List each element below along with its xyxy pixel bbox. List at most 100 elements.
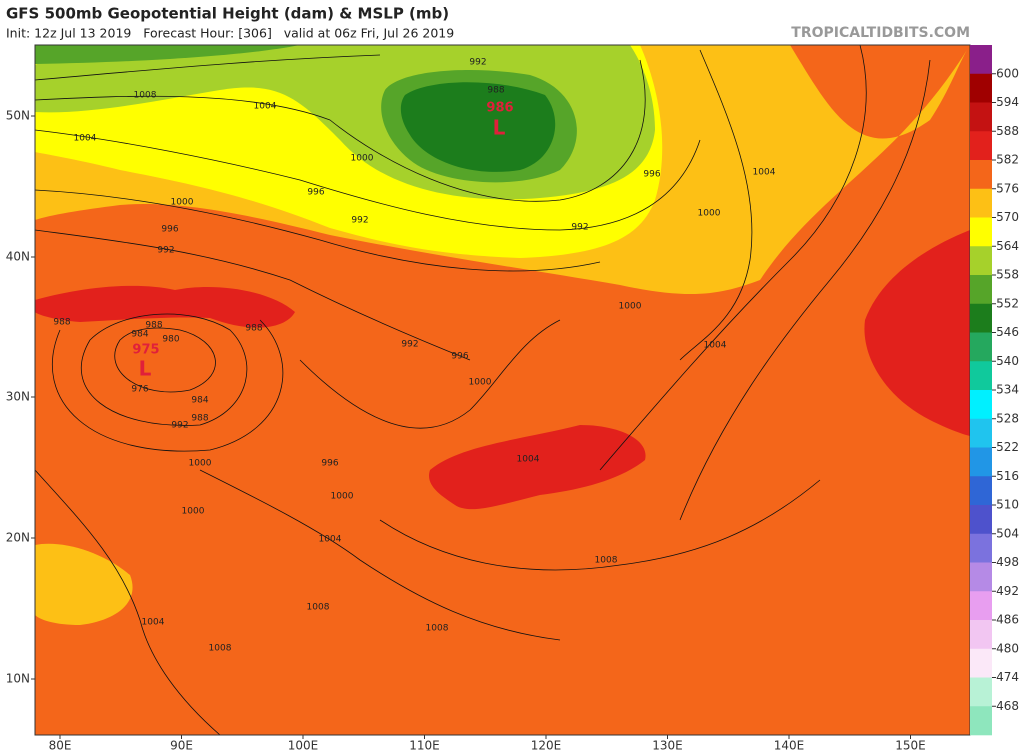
colorbar-label: 564	[996, 239, 1019, 253]
contour-label: 1000	[189, 459, 212, 469]
contour-label: 1000	[619, 302, 642, 312]
height-fill	[35, 45, 300, 64]
colorbar-swatch	[970, 102, 992, 132]
colorbar-label: 468	[996, 699, 1019, 713]
lon-label: 150E	[895, 739, 926, 753]
colorbar-swatch	[970, 505, 992, 535]
colorbar-label: 558	[996, 268, 1019, 282]
contour-label: 1004	[517, 455, 540, 465]
lon-label: 100E	[288, 739, 319, 753]
colorbar-swatch	[970, 562, 992, 592]
contour-label: 1000	[331, 492, 354, 502]
colorbar-label: 486	[996, 613, 1019, 627]
contour-label: 992	[401, 340, 418, 350]
low-value: 975	[132, 343, 159, 358]
contour-label: 988	[53, 318, 70, 328]
site-credit: TROPICALTIDBITS.COM	[791, 25, 970, 41]
colorbar-label: 504	[996, 526, 1019, 540]
contour-label: 1000	[469, 378, 492, 388]
contour-label: 1008	[307, 603, 330, 613]
colorbar-label: 510	[996, 498, 1019, 512]
contour-label: 996	[321, 459, 338, 469]
colorbar-swatch	[970, 73, 992, 103]
contour-label: 996	[161, 225, 178, 235]
lon-label: 110E	[409, 739, 440, 753]
contour-label: 1008	[209, 644, 232, 654]
lon-label: 90E	[170, 739, 193, 753]
contour-label: 988	[145, 321, 162, 331]
colorbar-label: 522	[996, 440, 1019, 454]
colorbar-swatch	[970, 332, 992, 362]
colorbar-swatch	[970, 447, 992, 477]
contour-label: 1008	[134, 91, 157, 101]
colorbar-label: 534	[996, 383, 1019, 397]
contour-label: 1000	[182, 507, 205, 517]
colorbar-swatch	[970, 677, 992, 707]
contour-label: 1008	[595, 556, 618, 566]
colorbar-label: 552	[996, 296, 1019, 310]
colorbar-swatch	[970, 533, 992, 563]
title: GFS 500mb Geopotential Height (dam) & MS…	[6, 5, 449, 23]
subtitle: Init: 12z Jul 13 2019 Forecast Hour: [30…	[6, 26, 454, 41]
contour-label: 1008	[426, 624, 449, 634]
lon-label: 140E	[774, 739, 805, 753]
colorbar-label: 582	[996, 153, 1019, 167]
colorbar-label: 540	[996, 354, 1019, 368]
contours	[35, 45, 931, 735]
contour-label: 988	[191, 414, 208, 424]
contour-label: 1004	[704, 341, 727, 351]
height-fill	[35, 543, 133, 625]
colorbar-swatch	[970, 476, 992, 506]
contour-label: 1004	[753, 168, 776, 178]
colorbar-label: 570	[996, 210, 1019, 224]
contour-label: 988	[245, 324, 262, 334]
colorbar-swatch	[970, 648, 992, 678]
low-value: 986	[486, 101, 513, 116]
colorbar-swatch	[970, 160, 992, 190]
contour-label: 992	[171, 421, 188, 431]
height-fill	[400, 82, 556, 172]
lon-label: 120E	[531, 739, 562, 753]
colorbar-swatch	[970, 217, 992, 247]
contour-label: 996	[451, 352, 468, 362]
colorbar-label: 492	[996, 584, 1019, 598]
lat-label: 50N	[6, 109, 30, 123]
contour-label: 996	[307, 188, 324, 198]
contour-label: 1004	[74, 134, 97, 144]
colorbar-label: 516	[996, 469, 1019, 483]
contour-label: 992	[351, 216, 368, 226]
colorbar-swatch	[970, 303, 992, 333]
contour-label: 984	[191, 396, 208, 406]
colorbar-label: 474	[996, 670, 1019, 684]
contour-label: 980	[162, 335, 179, 345]
colorbar-swatch	[970, 275, 992, 305]
contour-label: 992	[157, 246, 174, 256]
colorbar-swatch	[970, 591, 992, 621]
contour-label: 1004	[319, 535, 342, 545]
colorbar-label: 588	[996, 124, 1019, 138]
lat-label: 30N	[6, 390, 30, 404]
contour-label: 1004	[142, 618, 165, 628]
contour-label: 988	[487, 86, 504, 96]
contour-label: 1000	[351, 154, 374, 164]
colorbar-swatch	[970, 188, 992, 218]
contour-label: 1000	[698, 209, 721, 219]
colorbar-swatch	[970, 361, 992, 391]
lat-label: 20N	[6, 531, 30, 545]
lat-label: 40N	[6, 250, 30, 264]
colorbar-swatch	[970, 45, 992, 75]
axes: 50N 40N 30N 20N 10N 80E 90E 100E 110E 120E 130E 140…	[6, 109, 926, 753]
contour-label: 992	[571, 223, 588, 233]
contour-label: 992	[469, 58, 486, 68]
colorbar-label: 576	[996, 181, 1019, 195]
contour-label: 1000	[171, 198, 194, 208]
colorbar-label: 498	[996, 555, 1019, 569]
colorbar-label: 600	[996, 66, 1019, 80]
contour-label: 1004	[254, 102, 277, 112]
lon-label: 130E	[652, 739, 683, 753]
contour-label: 976	[131, 385, 148, 395]
contour-label: 996	[643, 170, 660, 180]
